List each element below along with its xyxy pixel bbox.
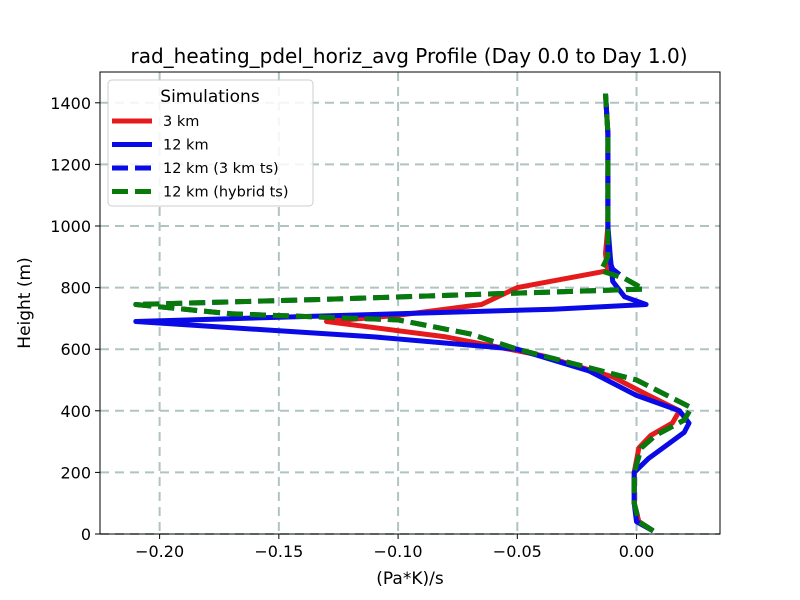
x-tick-label: −0.10 (374, 542, 423, 561)
legend-label-12-km: 12 km (163, 138, 209, 154)
y-tick-label: 200 (60, 463, 91, 482)
legend-box (107, 79, 314, 207)
legend-label-12-km-3-km-ts: 12 km (3 km ts) (163, 161, 279, 177)
y-axis: 0 200 400 600 800 1000 1200 1400 (50, 94, 100, 544)
y-tick-label: 400 (60, 402, 91, 421)
x-axis: −0.20 −0.15 −0.10 −0.05 0.00 (135, 534, 654, 561)
y-tick-label: 600 (60, 340, 91, 359)
y-tick-label: 1400 (50, 94, 91, 113)
x-tick-label: −0.20 (135, 542, 184, 561)
y-tick-label: 1200 (50, 155, 91, 174)
y-axis-label: Height (m) (15, 257, 35, 348)
y-tick-label: 800 (60, 279, 91, 298)
legend-title: Simulations (160, 87, 260, 107)
legend-label-3-km: 3 km (163, 114, 199, 130)
series-layer (133, 93, 694, 534)
x-tick-label: 0.00 (619, 542, 655, 561)
x-tick-label: −0.05 (493, 542, 542, 561)
legend: Simulations 3 km 12 km 12 km (3 km ts) 12 k… (107, 79, 314, 207)
x-axis-label: (Pa*K)/s (376, 569, 444, 589)
x-tick-label: −0.15 (254, 542, 303, 561)
y-tick-label: 1000 (50, 217, 91, 236)
plot-frame (99, 71, 721, 535)
legend-label-12-km-hybrid-ts: 12 km (hybrid ts) (163, 185, 289, 201)
chart-title: rad_heating_pdel_horiz_avg Profile (Day … (130, 44, 687, 68)
y-tick-label: 0 (81, 525, 91, 544)
series-line-12-km-hybrid-ts (133, 93, 694, 534)
